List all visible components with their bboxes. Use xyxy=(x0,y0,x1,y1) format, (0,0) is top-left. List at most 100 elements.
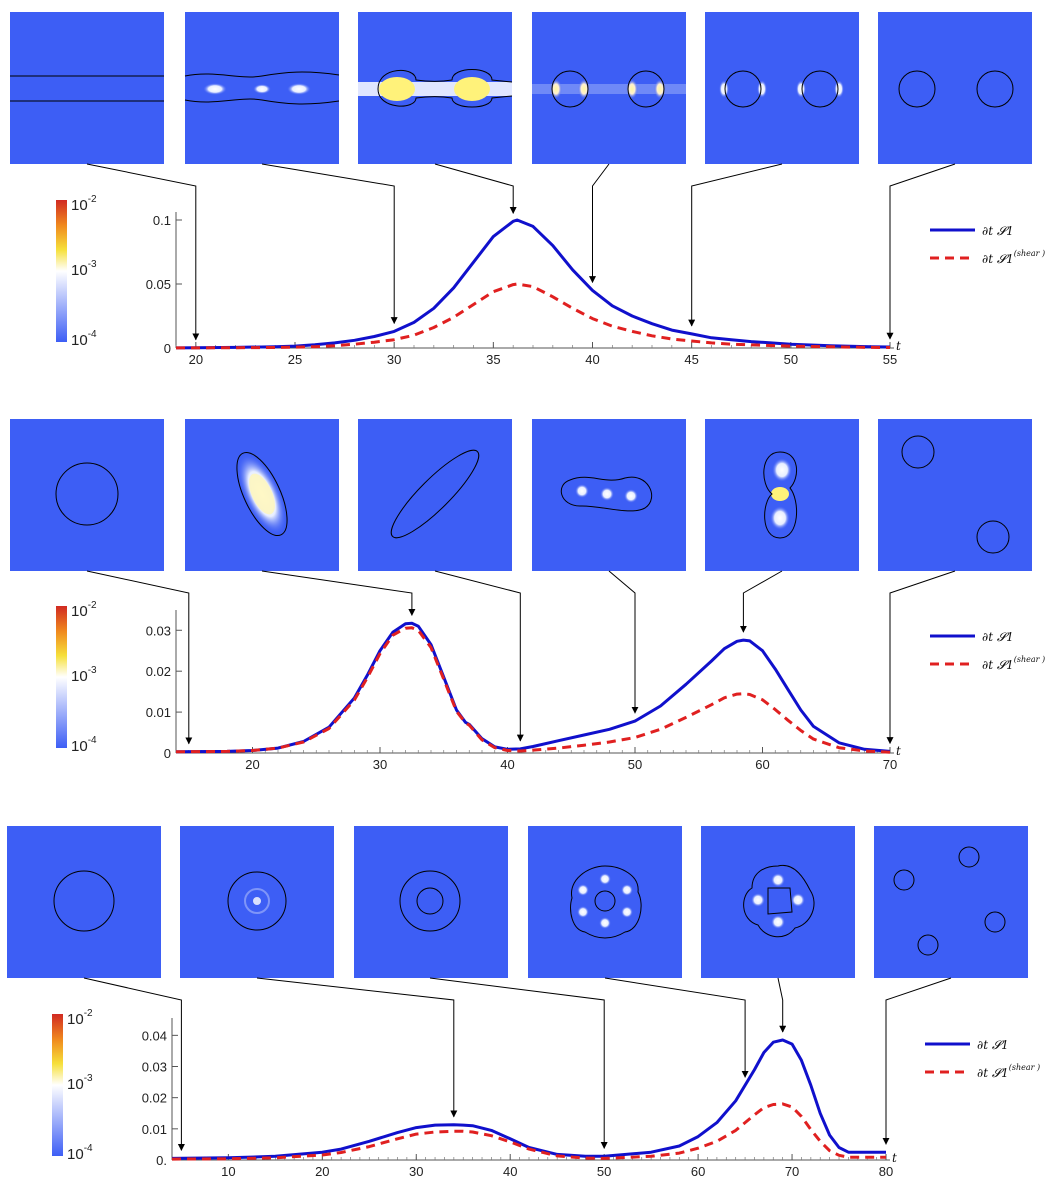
colorbar-mid-label: 10-3 xyxy=(71,665,97,685)
legend-shear-label: ∂t 𝓢1(shear ) xyxy=(977,1063,1040,1080)
x-tick-label: 30 xyxy=(373,757,387,772)
x-tick-label: 35 xyxy=(486,352,500,367)
panel-3: 10-2 10-3 10-4 ∂t 𝓢1 ∂t 𝓢1(shear ) t 10 20… xyxy=(7,826,1040,1179)
snapshot-1-6 xyxy=(878,12,1032,164)
snapshot-3-6 xyxy=(874,826,1028,978)
colorbar-mid-label: 10-3 xyxy=(71,259,97,279)
snapshot-arrow xyxy=(739,570,783,633)
snapshot-1-3 xyxy=(358,12,513,164)
snapshot-arrow xyxy=(261,570,416,616)
series-shear-line xyxy=(176,282,891,350)
snapshot-arrow xyxy=(604,977,749,1078)
snapshot-1-1 xyxy=(10,12,164,164)
colorbar-bottom-label: 10-4 xyxy=(71,329,97,349)
series-total-line xyxy=(175,218,891,350)
snapshot-arrow xyxy=(83,977,185,1151)
y-tick-label: 0.01 xyxy=(146,705,171,720)
x-tick-label: 20 xyxy=(245,757,259,772)
colorbar-top-label: 10-2 xyxy=(67,1008,93,1028)
snapshot-arrow xyxy=(886,163,956,340)
snapshot-2-1 xyxy=(10,419,164,571)
x-tick-label: 70 xyxy=(785,1164,799,1179)
snapshot-arrow xyxy=(608,570,639,714)
legend-3: ∂t 𝓢1 ∂t 𝓢1(shear ) xyxy=(925,1038,1040,1080)
legend-total-label: ∂t 𝓢1 xyxy=(982,630,1014,644)
snapshot-3-3 xyxy=(354,826,508,978)
colorbar-bottom-label: 10-4 xyxy=(71,735,97,755)
snapshot-arrow xyxy=(886,570,956,745)
x-tick-label: 45 xyxy=(684,352,698,367)
x-tick-label: 50 xyxy=(784,352,798,367)
x-tick-label: 25 xyxy=(288,352,302,367)
snapshot-arrow xyxy=(86,163,200,341)
y-tick-label: 0.05 xyxy=(146,277,171,292)
snapshot-2-4 xyxy=(532,419,686,571)
snapshot-2-6 xyxy=(878,419,1032,571)
y-tick-label: 0.03 xyxy=(142,1060,167,1075)
snapshot-arrow xyxy=(882,977,952,1145)
x-tick-label: 50 xyxy=(628,757,642,772)
snapshot-arrow xyxy=(86,570,193,745)
snapshot-1-2 xyxy=(184,12,340,164)
series-shear-line xyxy=(175,626,891,754)
colorbar-mid-label: 10-3 xyxy=(67,1073,93,1093)
colorbar-2: 10-2 10-3 10-4 xyxy=(56,600,97,755)
legend-2: ∂t 𝓢1 ∂t 𝓢1(shear ) xyxy=(930,630,1045,672)
x-tick-label: 40 xyxy=(503,1164,517,1179)
series-total-line xyxy=(171,1038,886,1160)
panel-1: 10-2 10-3 10-4 ∂t 𝓢1 ∂t 𝓢1(shear ) t 20 25… xyxy=(10,12,1045,367)
y-tick-label: 0.02 xyxy=(142,1091,167,1106)
snapshot-arrow xyxy=(688,163,783,327)
y-tick-label: 0.1 xyxy=(153,213,171,228)
x-tick-label: 10 xyxy=(221,1164,235,1179)
legend-1: ∂t 𝓢1 ∂t 𝓢1(shear ) xyxy=(930,224,1045,266)
x-tick-label: 20 xyxy=(189,352,203,367)
plot-2: t 20 30 40 50 60 70 0 0.01 0.02 0.03 xyxy=(86,570,956,772)
snapshot-3-2 xyxy=(180,826,334,978)
x-tick-label: 80 xyxy=(879,1164,893,1179)
x-tick-label: 60 xyxy=(755,757,769,772)
colorbar-bottom-label: 10-4 xyxy=(67,1143,93,1163)
legend-shear-label: ∂t 𝓢1(shear ) xyxy=(982,655,1045,672)
x-tick-label: 30 xyxy=(409,1164,423,1179)
colorbar-3: 10-2 10-3 10-4 xyxy=(52,1008,93,1163)
x-axis-label: t xyxy=(896,744,901,758)
colorbar-top-label: 10-2 xyxy=(71,600,97,620)
snapshot-arrow xyxy=(777,977,787,1033)
x-tick-label: 30 xyxy=(387,352,401,367)
panel-2: 10-2 10-3 10-4 ∂t 𝓢1 ∂t 𝓢1(shear ) t 20 30… xyxy=(10,419,1045,772)
x-tick-label: 70 xyxy=(883,757,897,772)
y-tick-label: 0 xyxy=(164,746,171,761)
x-tick-label: 50 xyxy=(597,1164,611,1179)
snapshot-arrow xyxy=(589,163,610,284)
series-shear-line xyxy=(171,1102,886,1161)
x-tick-label: 40 xyxy=(585,352,599,367)
snapshot-1-5 xyxy=(705,12,859,164)
snapshot-arrow xyxy=(434,570,524,742)
x-tick-label: 20 xyxy=(315,1164,329,1179)
snapshot-2-3 xyxy=(358,419,512,571)
legend-total-label: ∂t 𝓢1 xyxy=(982,224,1014,238)
x-tick-label: 55 xyxy=(883,352,897,367)
snapshot-arrow xyxy=(429,977,608,1149)
snapshot-2-2 xyxy=(185,419,339,571)
y-tick-label: 0.01 xyxy=(142,1122,167,1137)
x-tick-label: 60 xyxy=(691,1164,705,1179)
snapshot-arrow xyxy=(256,977,458,1118)
snapshot-3-5 xyxy=(701,826,855,978)
y-tick-label: 0.03 xyxy=(146,623,171,638)
x-tick-label: 40 xyxy=(500,757,514,772)
legend-shear-label: ∂t 𝓢1(shear ) xyxy=(982,249,1045,266)
snapshot-3-4 xyxy=(528,826,682,978)
snapshot-arrow xyxy=(261,163,398,325)
y-tick-label: 0.04 xyxy=(142,1028,167,1043)
series-total-line xyxy=(175,621,891,754)
y-tick-label: 0.02 xyxy=(146,664,171,679)
colorbar-top-label: 10-2 xyxy=(71,194,97,214)
plot-1: t 20 25 30 35 40 45 50 55 0 0.05 0.1 xyxy=(86,163,956,367)
snapshot-1-4 xyxy=(532,12,686,164)
snapshot-3-1 xyxy=(7,826,161,978)
x-axis-label: t xyxy=(892,1151,897,1165)
colorbar-1: 10-2 10-3 10-4 xyxy=(56,194,97,349)
